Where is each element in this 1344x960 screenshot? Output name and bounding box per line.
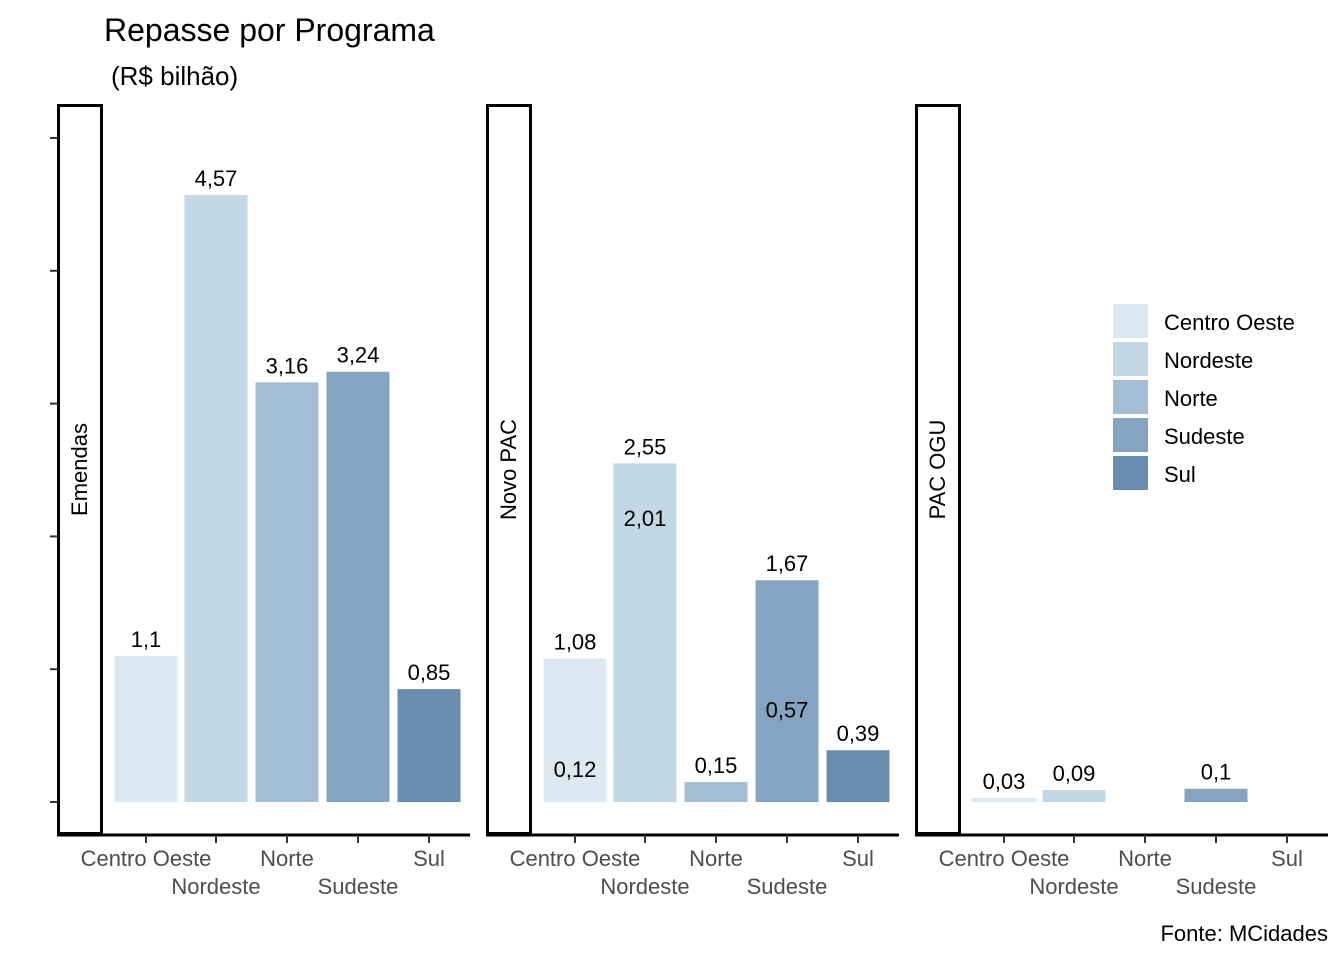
data-label: 0,15 <box>695 753 738 778</box>
bar <box>543 658 607 802</box>
data-label: 2,55 <box>624 434 667 459</box>
facet-strip <box>57 104 103 835</box>
bar <box>184 195 248 802</box>
bar <box>326 371 390 802</box>
legend-label: Sul <box>1164 462 1196 487</box>
legend-swatch <box>1113 456 1148 490</box>
x-tick-label: Sul <box>1271 846 1303 871</box>
x-tick-label: Sudeste <box>747 874 828 899</box>
bar <box>755 726 819 802</box>
bar <box>826 750 890 802</box>
data-label: 4,57 <box>195 166 238 191</box>
legend-label: Centro Oeste <box>1164 310 1295 335</box>
facet-strip <box>915 104 961 835</box>
chart-subtitle: (R$ bilhão) <box>111 61 238 91</box>
chart-title: Repasse por Programa <box>104 12 435 48</box>
x-tick-label: Sul <box>842 846 874 871</box>
x-tick-label: Nordeste <box>171 874 260 899</box>
legend-swatch <box>1113 418 1148 452</box>
data-label: 0,09 <box>1053 761 1096 786</box>
x-tick-label: Centro Oeste <box>510 846 641 871</box>
data-label: 0,85 <box>408 660 451 685</box>
data-label: 0,39 <box>837 721 880 746</box>
data-label: 0,12 <box>554 757 597 782</box>
data-label: 0,1 <box>1201 760 1232 785</box>
legend-swatch <box>1113 342 1148 376</box>
bar <box>1184 788 1248 802</box>
data-label: 2,01 <box>624 506 667 531</box>
x-tick-label: Norte <box>1118 846 1172 871</box>
legend-label: Norte <box>1164 386 1218 411</box>
data-label: 1,08 <box>554 630 597 655</box>
x-tick-label: Centro Oeste <box>81 846 212 871</box>
data-label: 3,24 <box>337 343 380 368</box>
legend: Centro Oeste Nordeste Norte Sudeste Sul <box>1113 304 1295 490</box>
data-label: 0,57 <box>766 697 809 722</box>
legend-label: Sudeste <box>1164 424 1245 449</box>
x-tick-label: Nordeste <box>600 874 689 899</box>
legend-swatch <box>1113 380 1148 414</box>
x-tick-label: Sudeste <box>318 874 399 899</box>
facet-strip-label: Novo PAC <box>496 419 521 520</box>
legend-label: Nordeste <box>1164 348 1253 373</box>
bar <box>1042 790 1106 802</box>
x-tick-label: Nordeste <box>1029 874 1118 899</box>
x-tick-label: Norte <box>260 846 314 871</box>
data-label: 1,67 <box>766 551 809 576</box>
chart-caption: Fonte: MCidades <box>1160 921 1328 946</box>
facet-panel-novo-pac: Novo PAC Centro Oeste NordesteNorteSudeste… <box>486 104 899 899</box>
data-label: 3,16 <box>266 353 309 378</box>
legend-swatch <box>1113 304 1148 338</box>
bar <box>397 689 461 802</box>
data-label: 1,1 <box>131 627 162 652</box>
bar <box>114 655 178 802</box>
x-tick-label: Norte <box>689 846 743 871</box>
x-tick-label: Sul <box>413 846 445 871</box>
x-tick-label: Centro Oeste <box>939 846 1070 871</box>
bar <box>684 782 748 802</box>
bar <box>255 382 319 802</box>
facet-strip-label: Emendas <box>67 423 92 516</box>
bar <box>543 786 607 802</box>
bar <box>613 535 677 802</box>
data-label: 0,03 <box>983 769 1026 794</box>
x-tick-label: Sudeste <box>1176 874 1257 899</box>
bar <box>972 798 1036 802</box>
facet-strip-label: PAC OGU <box>925 420 950 520</box>
facet-strip <box>486 104 532 835</box>
